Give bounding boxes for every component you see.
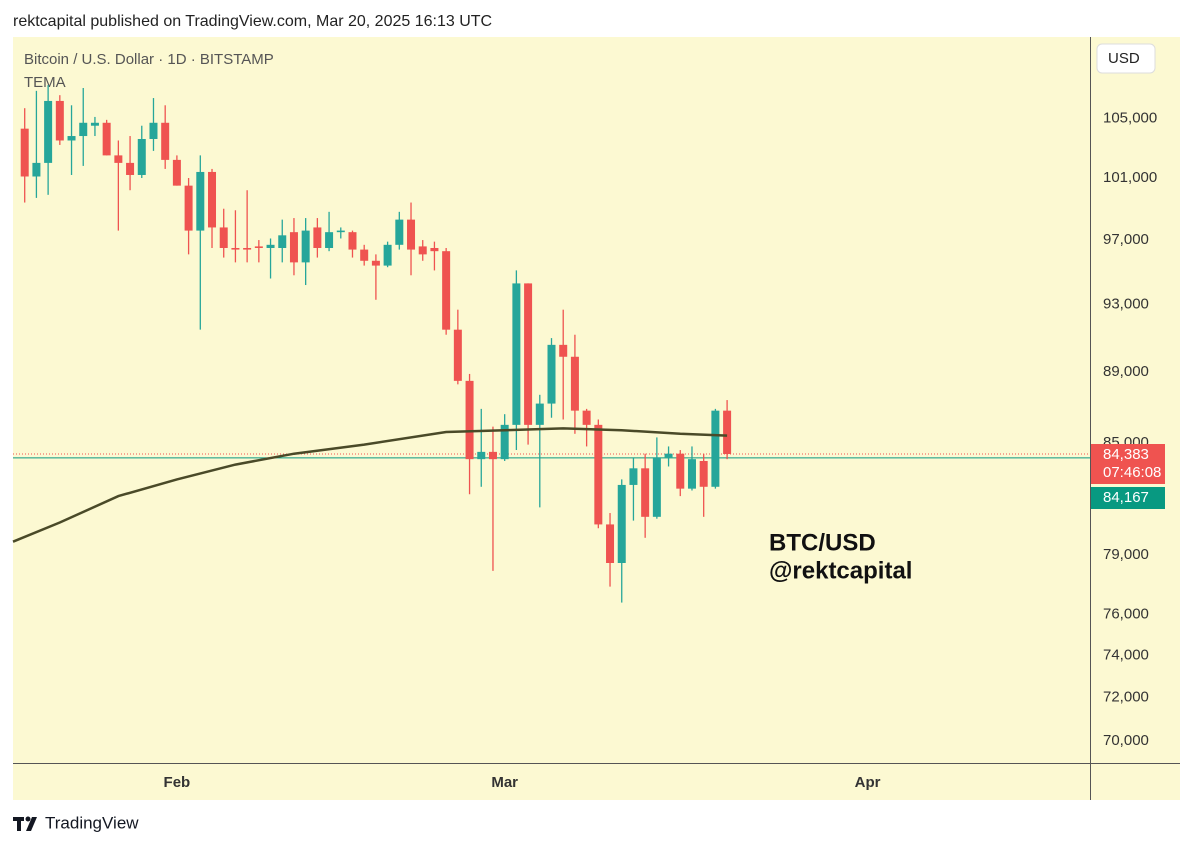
candle-body [254,246,263,248]
y-tick-label: 105,000 [1103,109,1157,126]
candle-body [723,410,732,455]
annotation: BTC/USD [769,529,876,556]
candle-body [137,138,146,175]
candle-body [570,356,579,411]
candle-body [313,227,322,248]
candle-body [652,457,661,517]
countdown-label: 07:46:08 [1103,464,1161,481]
candle-body [606,524,615,564]
y-tick-label: 93,000 [1103,296,1149,313]
candle-body [547,344,556,404]
y-tick-label: 89,000 [1103,363,1149,380]
candle-body [582,410,591,425]
y-tick-label: 97,000 [1103,231,1149,248]
y-tick-label: 101,000 [1103,169,1157,186]
candle-body [55,100,64,141]
x-tick-label: Feb [164,774,191,791]
y-tick-label: 70,000 [1103,732,1149,749]
candle-body [699,460,708,487]
candle-body [465,380,474,460]
candle-body [289,232,298,263]
candle-body [360,249,369,261]
currency-label[interactable]: USD [1108,50,1140,67]
candle-body [559,344,568,357]
candle-body [67,136,76,141]
candle-body [161,122,170,160]
price-label-box [1091,444,1165,485]
candle-body [442,251,451,330]
candle-body [500,424,509,460]
candle-body [418,246,427,255]
candle-body [196,171,205,231]
candle-body [219,227,228,248]
candle-body [32,162,41,177]
candle-body [184,185,193,231]
price-label: 84,167 [1103,489,1149,506]
tema-line [12,427,728,543]
publish-header: rektcapital published on TradingView.com… [13,13,492,30]
candle-body [325,232,334,248]
candle-body [208,171,217,228]
currency-box[interactable] [1096,43,1156,74]
candle-body [687,459,696,489]
y-tick-label: 74,000 [1103,647,1149,664]
price-label: 84,383 [1103,446,1149,463]
candle-body [430,247,439,252]
candle-body [371,260,380,266]
candle-body [664,453,673,458]
candle-body [114,155,123,163]
candle-body [512,283,521,425]
candle-body [126,162,135,175]
candle-body [477,451,486,460]
candle-body [641,468,650,517]
candle-body [711,410,720,487]
candle-body [524,283,533,425]
symbol-title: Bitcoin / U.S. Dollar · 1D · BITSTAMP [24,51,274,68]
candle-body [266,244,275,248]
candle-body [488,451,497,460]
candle-body [617,484,626,564]
y-tick-label: 76,000 [1103,606,1149,623]
candle-body [348,232,357,250]
candle-body [301,230,310,263]
x-tick-label: Mar [491,774,518,791]
candle-body [407,219,416,250]
candle-body [231,247,240,250]
candles [20,85,732,603]
candle-body [395,219,404,245]
candle-body [453,329,462,381]
price-label-box [1091,487,1165,510]
candle-body [102,122,111,156]
candle-body [383,244,392,266]
candle-body [79,122,88,137]
candle-body [278,235,287,248]
candle-body [149,122,158,139]
candle-body [90,122,99,126]
candle-body [172,159,181,186]
indicator-legend: TEMA [24,74,66,91]
candle-body [535,403,544,425]
candle-body [629,468,638,485]
x-tick-label: Apr [855,774,881,791]
brand-logo [13,816,37,831]
candle-body [20,128,29,177]
annotation: @rektcapital [769,557,912,584]
y-tick-label: 72,000 [1103,689,1149,706]
candle-body [243,247,252,250]
candle-body [44,100,53,163]
chart-background [13,37,1180,800]
candle-body [336,230,345,233]
candle-body [594,424,603,525]
brand-name: TradingView [45,813,139,832]
y-tick-label: 79,000 [1103,546,1149,563]
candle-body [676,453,685,489]
